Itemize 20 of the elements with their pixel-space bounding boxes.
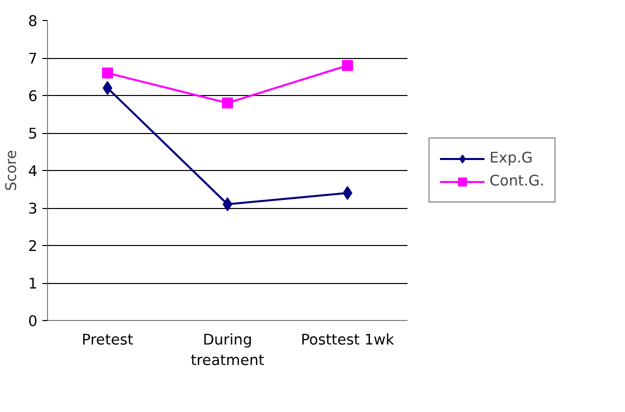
x-tick-label: During treatment xyxy=(190,332,265,369)
y-tick-label: 5 xyxy=(28,126,38,142)
y-tick-label: 6 xyxy=(28,88,38,105)
point xyxy=(342,60,353,71)
y-tick-label: 1 xyxy=(28,276,38,292)
y-axis-title: Score xyxy=(3,150,20,192)
y-tick-label: 7 xyxy=(28,50,38,68)
y-tick-label: 2 xyxy=(28,238,38,255)
y-tick-label: 8 xyxy=(28,13,38,30)
point xyxy=(102,68,113,78)
x-tick-label: Pretest xyxy=(82,332,134,348)
y-tick-label: 0 xyxy=(28,313,38,330)
legend-label: Exp.G xyxy=(490,150,533,166)
y-tick-label: 3 xyxy=(28,200,38,218)
x-tick-label: Posttest 1wk xyxy=(300,332,395,348)
point xyxy=(102,81,112,95)
point xyxy=(222,98,233,108)
y-tick-label: 4 xyxy=(28,163,38,180)
point xyxy=(342,186,352,200)
legend-label: Cont.G. xyxy=(490,172,544,190)
